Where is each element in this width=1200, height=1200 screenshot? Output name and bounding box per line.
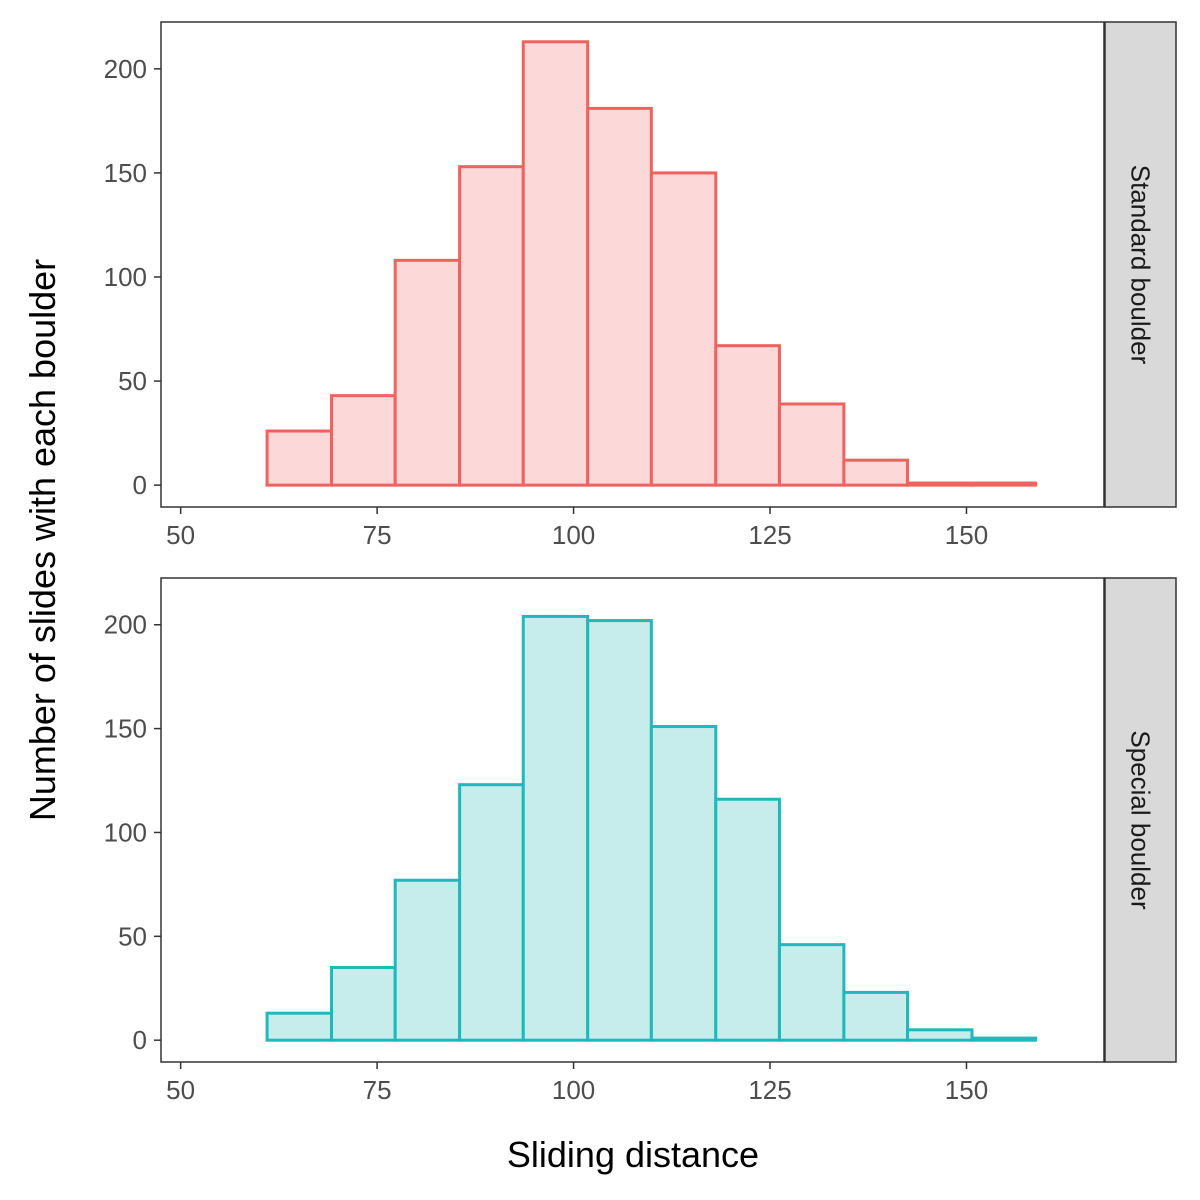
y-tick-label: 100: [104, 262, 147, 292]
y-tick-label: 0: [133, 470, 147, 500]
histogram-bar: [393, 258, 462, 487]
x-axis-title: Sliding distance: [507, 1134, 759, 1175]
histogram-bar: [330, 394, 397, 487]
x-tick-label: 150: [945, 1075, 988, 1105]
y-tick-label: 150: [104, 714, 147, 744]
histogram-bar: [777, 943, 846, 1042]
panels-layer: Standard boulder 0 50 100 150 200 50 75 100 125 15…: [104, 21, 1177, 1105]
x-tick-label: 125: [748, 1075, 791, 1105]
histogram-bars: [265, 614, 1038, 1042]
x-tick-label: 125: [748, 520, 791, 550]
histogram-bars: [265, 40, 1038, 487]
histogram-bar: [906, 481, 974, 487]
facet-strip-label: Special boulder: [1126, 730, 1156, 910]
panel-border: [160, 577, 1105, 1063]
histogram-bar: [842, 990, 910, 1042]
y-tick-label: 100: [104, 817, 147, 847]
y-tick-label: 50: [118, 366, 147, 396]
histogram-bar: [458, 165, 525, 487]
facet-strip: [1104, 577, 1177, 1063]
panel-border: [160, 21, 1105, 508]
histogram-bar: [330, 965, 397, 1042]
facet-strip: [1104, 21, 1177, 508]
histogram-bar: [265, 1011, 334, 1042]
y-tick-label: 0: [133, 1025, 147, 1055]
histogram-bar: [265, 429, 334, 487]
histogram-bar: [586, 619, 653, 1042]
histogram-bar: [393, 878, 462, 1042]
histogram-bar: [586, 106, 653, 487]
histogram-bar: [714, 797, 781, 1042]
histogram-bar: [777, 402, 846, 487]
histogram-bar: [970, 1036, 1038, 1042]
x-tick-label: 50: [166, 520, 195, 550]
y-tick-label: 50: [118, 921, 147, 951]
histogram-bar: [649, 725, 718, 1042]
x-tick-label: 75: [363, 1075, 392, 1105]
histogram-bar: [714, 344, 781, 487]
histogram-bar: [906, 1028, 974, 1042]
x-tick-label: 50: [166, 1075, 195, 1105]
x-tick-label: 100: [552, 520, 595, 550]
y-tick-label: 150: [104, 158, 147, 188]
histogram-bar: [842, 458, 910, 487]
histogram-bar: [458, 783, 525, 1042]
histogram-bar: [649, 171, 718, 487]
facet-strip-label: Standard boulder: [1126, 165, 1156, 365]
y-axis-title: Number of slides with each boulder: [22, 259, 63, 821]
histogram-bar: [970, 481, 1038, 487]
x-tick-label: 150: [945, 520, 988, 550]
histogram-bar: [521, 614, 590, 1042]
x-tick-label: 100: [552, 1075, 595, 1105]
histogram-bar: [521, 40, 590, 487]
y-tick-label: 200: [104, 610, 147, 640]
facet-panel-1: Standard boulder 0 50 100 150 200 50 75 100 125 15…: [104, 21, 1177, 550]
x-tick-label: 75: [363, 520, 392, 550]
y-tick-label: 200: [104, 54, 147, 84]
facet-panel-2: Special boulder 0 50 100 150 200 50 75 100 125 150: [104, 577, 1177, 1105]
